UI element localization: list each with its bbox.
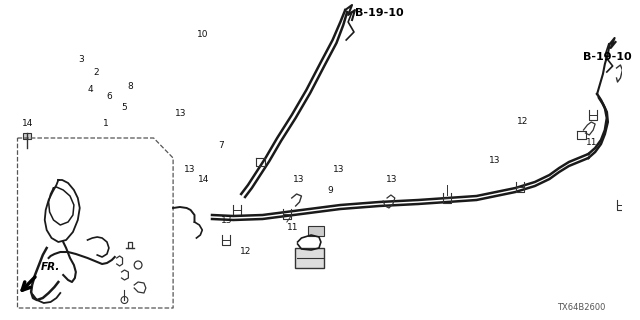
Text: 14: 14: [22, 119, 34, 128]
Text: B-19-10: B-19-10: [584, 52, 632, 62]
Text: 6: 6: [106, 92, 112, 100]
Text: TX64B2600: TX64B2600: [557, 303, 605, 312]
Text: 13: 13: [293, 175, 305, 184]
Text: 12: 12: [240, 247, 252, 256]
Text: 2: 2: [93, 68, 99, 76]
Text: 4: 4: [88, 85, 93, 94]
Text: 11: 11: [586, 138, 597, 147]
Text: FR.: FR.: [41, 262, 60, 272]
Text: 10: 10: [196, 30, 208, 39]
Text: 1: 1: [103, 119, 109, 128]
Bar: [308, 226, 324, 236]
Text: 7: 7: [218, 141, 224, 150]
Text: 13: 13: [175, 109, 186, 118]
Text: 13: 13: [489, 156, 500, 164]
Bar: [23, 133, 31, 139]
Text: 8: 8: [128, 82, 134, 91]
Text: 12: 12: [517, 117, 529, 126]
Text: 5: 5: [122, 103, 127, 112]
Text: 11: 11: [287, 223, 298, 232]
Text: 14: 14: [198, 175, 209, 184]
Text: 13: 13: [221, 216, 233, 225]
Text: 9: 9: [327, 186, 333, 195]
Bar: [294, 248, 324, 268]
Text: 13: 13: [184, 165, 196, 174]
Text: 3: 3: [78, 55, 84, 64]
Text: 13: 13: [333, 165, 345, 174]
Text: 13: 13: [387, 175, 398, 184]
Text: B-19-10: B-19-10: [355, 8, 404, 18]
